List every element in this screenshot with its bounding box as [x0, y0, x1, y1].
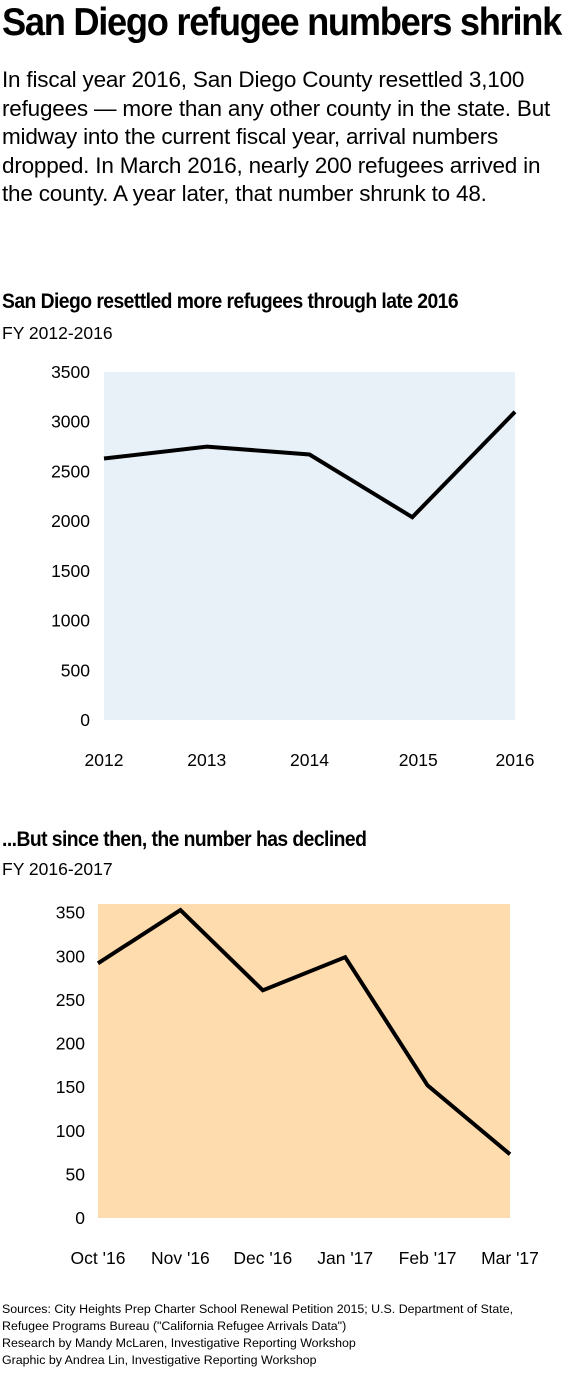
- plot-background: [104, 372, 515, 720]
- y-tick-label: 3500: [51, 362, 90, 382]
- y-tick-label: 3000: [51, 412, 90, 432]
- y-tick-label: 0: [75, 1208, 85, 1228]
- chart2-subtitle: FY 2016-2017: [2, 859, 113, 879]
- footer-graphic-credit: Graphic by Andrea Lin, Investigative Rep…: [2, 1353, 317, 1367]
- x-tick-label: 2015: [399, 750, 438, 770]
- y-tick-label: 300: [56, 946, 85, 966]
- chart1-title: San Diego resettled more refugees throug…: [2, 290, 459, 313]
- y-tick-label: 50: [66, 1164, 86, 1184]
- y-tick-label: 1000: [51, 611, 90, 631]
- series-line: [96, 907, 512, 1156]
- x-tick-label: 2012: [85, 750, 124, 770]
- chart2: 0 50 100 150 200 250 300 350 Oct '16 Nov '16 Dec '…: [56, 903, 539, 1268]
- footer-sources: Sources: City Heights Prep Charter Schoo…: [2, 1302, 514, 1333]
- x-tick-label: 2013: [187, 750, 226, 770]
- y-tick-label: 150: [56, 1077, 85, 1097]
- y-tick-label: 200: [56, 1034, 85, 1054]
- intro-paragraph: In fiscal year 2016, San Diego County re…: [2, 67, 551, 207]
- chart1: 0 500 1000 1500 2000 2500 3000 3500 2012 2013 2014…: [51, 362, 535, 770]
- y-tick-label: 250: [56, 990, 85, 1010]
- x-tick-label: Nov '16: [151, 1248, 210, 1268]
- plot-background: [98, 904, 510, 1218]
- x-tick-label: Mar '17: [481, 1248, 539, 1268]
- x-tick-label: 2014: [290, 750, 329, 770]
- y-tick-label: 2000: [51, 511, 90, 531]
- x-tick-label: 2016: [496, 750, 535, 770]
- y-tick-label: 500: [61, 660, 90, 680]
- x-tick-label: Dec '16: [233, 1248, 292, 1268]
- y-tick-label: 2500: [51, 461, 90, 481]
- footer-research-credit: Research by Mandy McLaren, Investigative…: [2, 1336, 356, 1350]
- y-tick-label: 1500: [51, 561, 90, 581]
- headline: San Diego refugee numbers shrink: [2, 1, 562, 44]
- footer-credits: Sources: City Heights Prep Charter Schoo…: [2, 1301, 562, 1369]
- x-tick-label: Feb '17: [399, 1248, 457, 1268]
- y-tick-label: 100: [56, 1121, 85, 1141]
- x-tick-label: Jan '17: [317, 1248, 373, 1268]
- x-tick-label: Oct '16: [71, 1248, 126, 1268]
- y-tick-label: 0: [80, 710, 90, 730]
- chart1-subtitle: FY 2012-2016: [2, 323, 113, 343]
- y-tick-label: 350: [56, 903, 85, 923]
- chart2-title: ...But since then, the number has declin…: [2, 828, 367, 851]
